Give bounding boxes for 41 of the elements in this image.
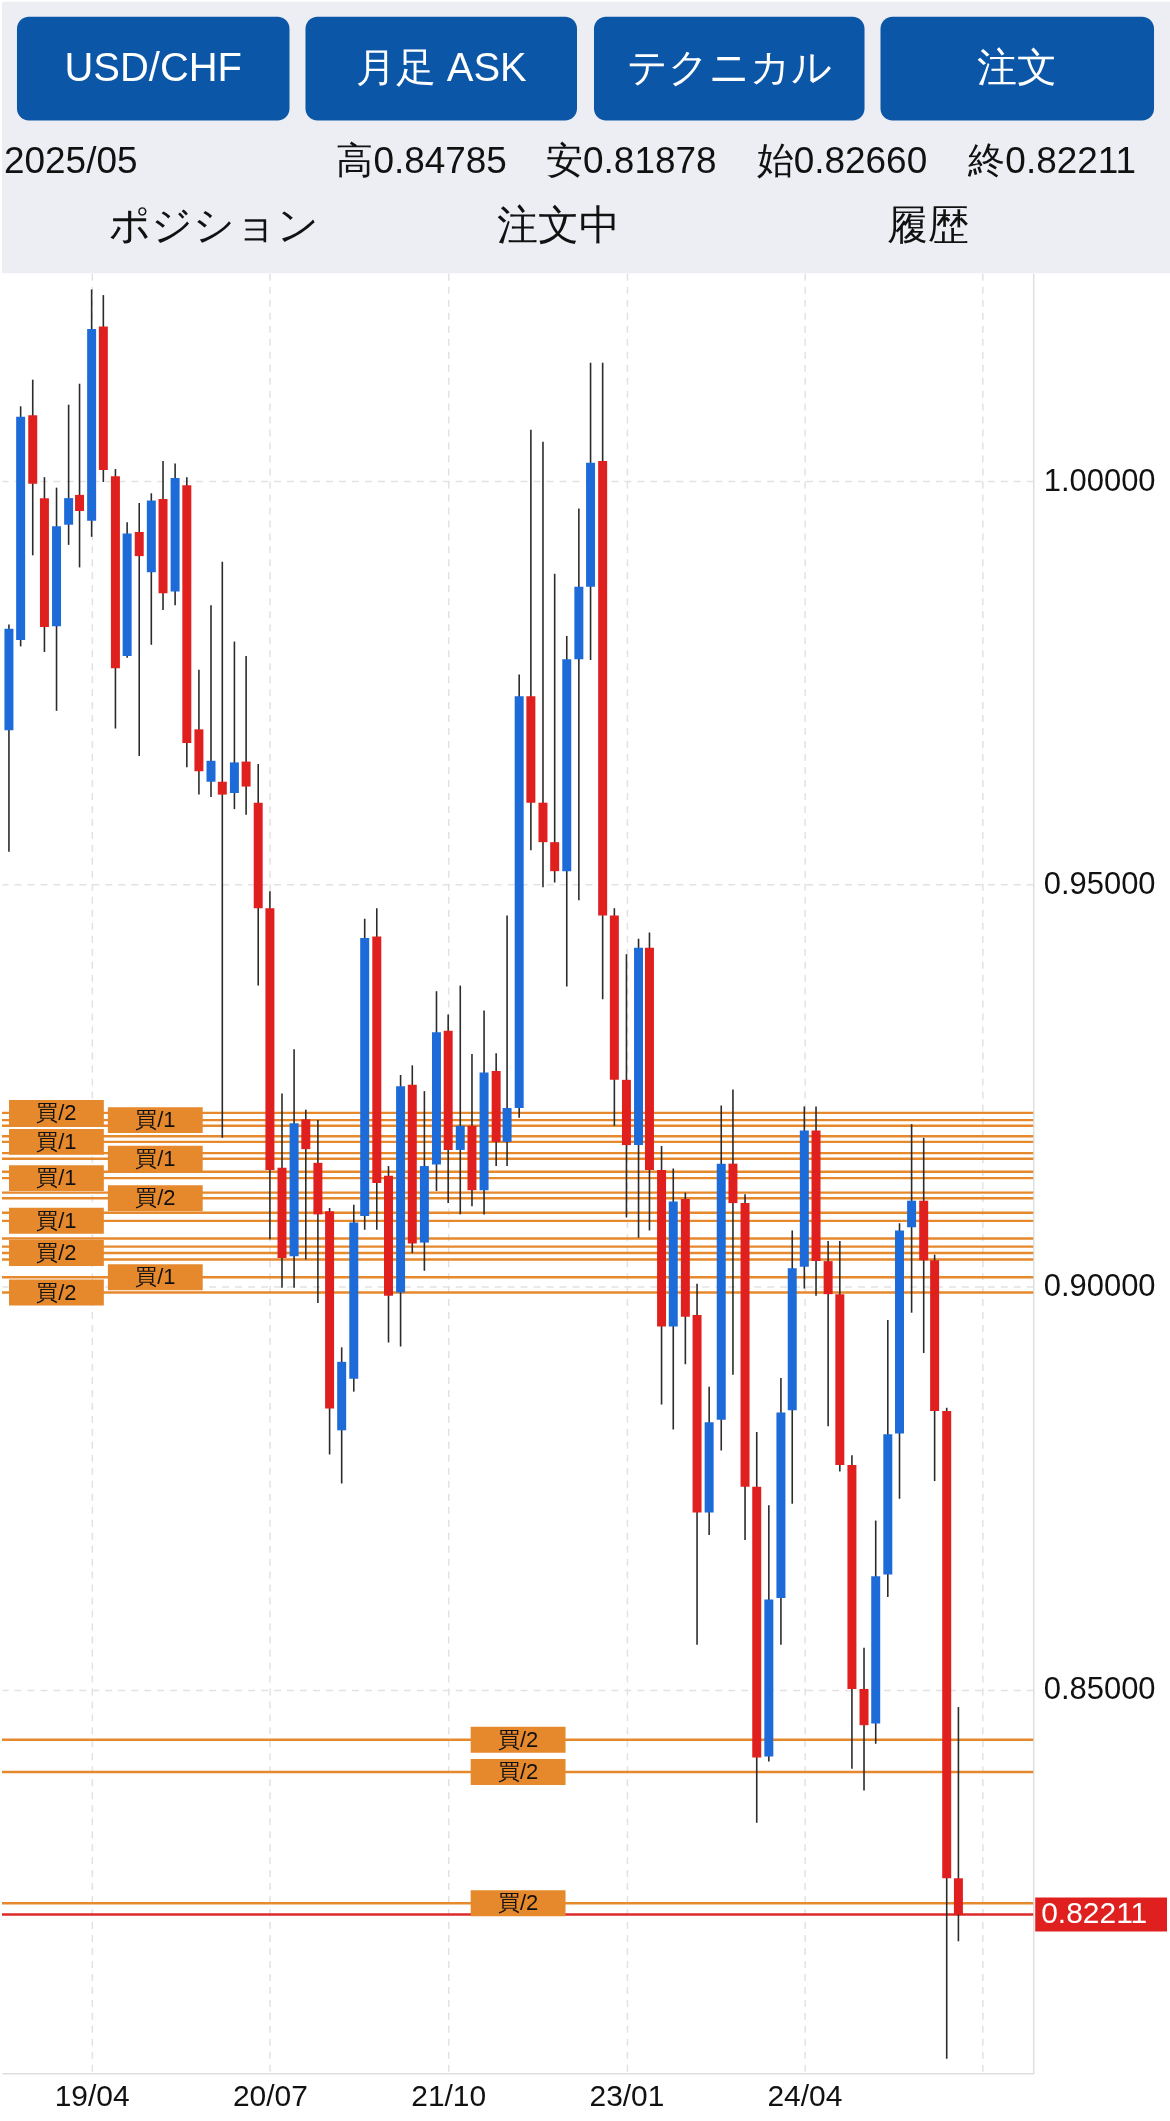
ref-line-label: 買/1 [36,1165,77,1191]
text: ポジション [108,202,319,249]
x-tick-label: 19/04 [54,2078,130,2112]
candlestick [134,502,144,757]
candlestick [550,573,560,884]
ref-line-label: 買/2 [36,1240,77,1266]
x-tick-label: 20/07 [232,2078,308,2112]
y-tick-label: 0.90000 [1043,1268,1156,1304]
ref-line-label: 買/2 [135,1185,176,1211]
text: 高0.84785 [336,139,507,181]
text: 始0.82660 [756,139,928,181]
text: 月足 ASK [355,44,528,89]
ref-line-label: 買/1 [135,1107,176,1133]
text: 終0.82211 [967,139,1137,181]
candlestick [217,560,227,1139]
x-tick-label: 23/01 [589,2078,665,2112]
ref-line-label: 買/2 [497,1726,539,1752]
ref-line-label: 買/1 [36,1207,77,1233]
ref-line-label: 買/2 [36,1099,77,1125]
chart-title: USD/CHF [64,44,242,89]
text: 安0.81878 [546,139,717,181]
text: 注文 [977,44,1058,89]
y-tick-label: 0.95000 [1043,865,1156,901]
candlestick [538,440,548,889]
ref-line-label: 買/1 [135,1264,176,1290]
y-tick-label: 0.85000 [1043,1671,1156,1707]
text: テクニカル [626,44,832,89]
ref-line-label: 買/1 [36,1128,77,1154]
y-tick-label: 1.00000 [1043,462,1156,498]
ref-line-label: 買/2 [497,1890,539,1916]
text: 2025/05 [3,139,138,181]
ref-line-label: 買/2 [36,1279,77,1305]
x-tick-label: 24/04 [767,2078,843,2112]
candlestick [75,382,85,569]
ref-line-label: 買/2 [497,1758,539,1784]
candlestick [455,984,465,1216]
text: 0.82211 [1041,1896,1148,1930]
x-tick-label: 21/10 [411,2078,487,2112]
ref-line-label: 買/1 [135,1145,176,1171]
text: 履歴 [887,202,970,249]
text: 注文中 [497,202,621,249]
